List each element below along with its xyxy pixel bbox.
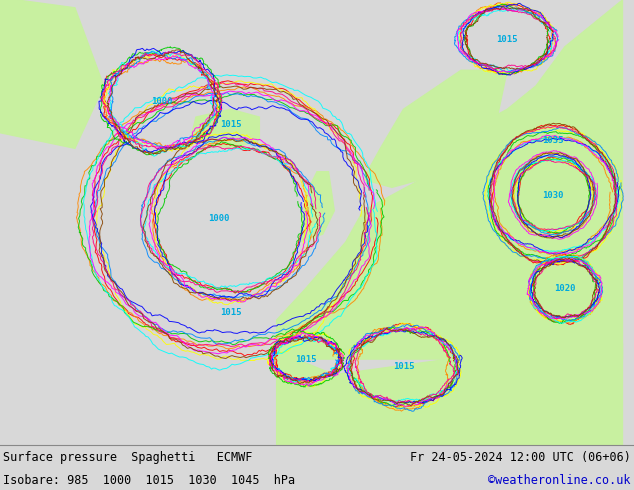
Text: Isobare: 985  1000  1015  1030  1045  hPa: Isobare: 985 1000 1015 1030 1045 hPa [3, 473, 295, 487]
Text: 1020: 1020 [554, 284, 576, 294]
Polygon shape [276, 0, 623, 359]
Text: 1030: 1030 [543, 191, 564, 199]
Text: 1015: 1015 [496, 34, 518, 44]
Text: 1015: 1015 [220, 121, 242, 129]
Polygon shape [0, 0, 104, 148]
Text: 1000: 1000 [151, 97, 172, 106]
Text: ©weatheronline.co.uk: ©weatheronline.co.uk [488, 473, 631, 487]
Polygon shape [484, 304, 588, 351]
Polygon shape [363, 70, 507, 187]
Text: 1000: 1000 [208, 214, 230, 223]
Text: 1015: 1015 [295, 355, 316, 364]
Polygon shape [190, 109, 259, 148]
Text: 1015: 1015 [392, 363, 414, 371]
Text: Surface pressure  Spaghetti   ECMWF: Surface pressure Spaghetti ECMWF [3, 451, 252, 464]
Polygon shape [276, 343, 623, 445]
Polygon shape [300, 172, 334, 242]
Text: Fr 24-05-2024 12:00 UTC (06+06): Fr 24-05-2024 12:00 UTC (06+06) [410, 451, 631, 464]
Text: 1035: 1035 [543, 136, 564, 145]
Text: 1015: 1015 [220, 308, 242, 317]
